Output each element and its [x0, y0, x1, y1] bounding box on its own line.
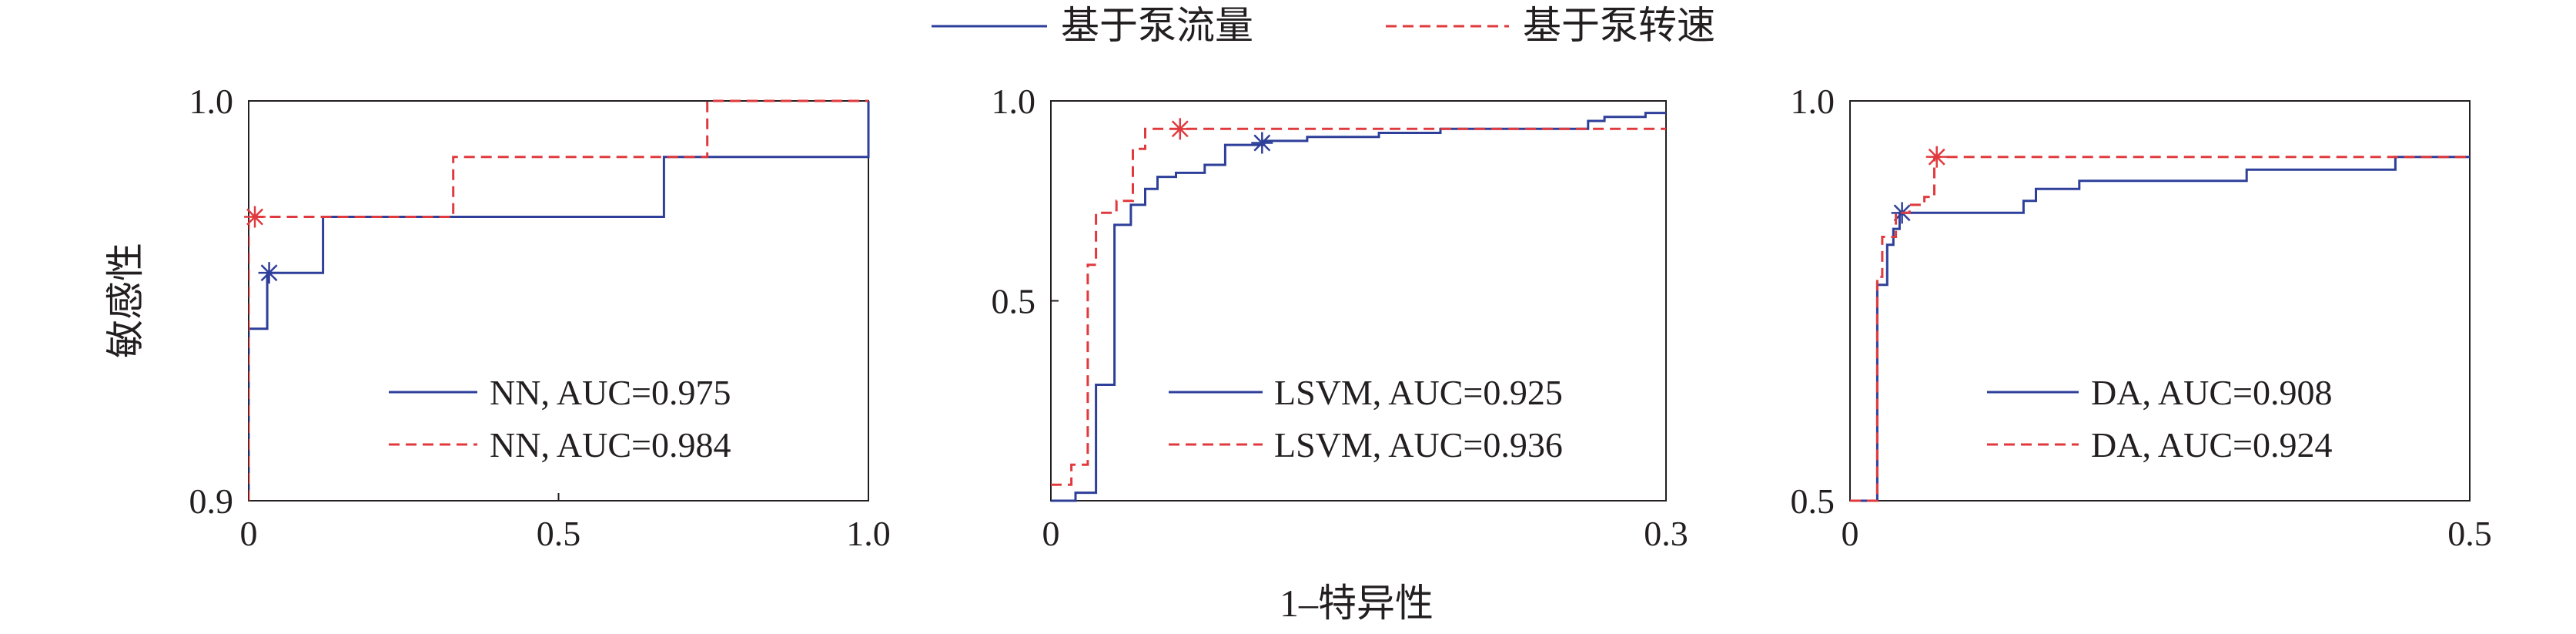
y-tick-label: 1.0	[189, 82, 234, 121]
x-tick-label: 0	[1842, 514, 1859, 553]
x-tick-label: 0.3	[1644, 514, 1688, 553]
y-tick-label: 0.5	[1791, 481, 1835, 521]
roc-curve-series-1	[1051, 112, 1666, 502]
roc-curve-series-2	[1051, 127, 1666, 486]
x-tick-label: 1.0	[846, 514, 891, 553]
x-axis-label: 1–特异性	[1280, 582, 1434, 625]
roc-curve-series-1	[249, 101, 870, 501]
x-tick-label: 0.5	[537, 514, 581, 553]
optimal-point-marker	[1251, 132, 1273, 154]
inner-legend-label: LSVM, AUC=0.925	[1274, 373, 1563, 412]
inner-legend-label: DA, AUC=0.908	[2091, 373, 2332, 412]
inner-legend-label: NN, AUC=0.975	[490, 373, 731, 412]
y-axis-label: 敏感性	[104, 243, 147, 358]
chart-panel-1: 0 0.5 1.0 0.9 1.0 NN, AUC=0.975 NN, AUC=0.984	[189, 82, 891, 553]
plot-frame	[1849, 100, 2471, 501]
inner-legend-label: LSVM, AUC=0.936	[1274, 425, 1563, 465]
roc-curve-series-1	[1850, 156, 2470, 502]
y-tick-label: 1.0	[992, 82, 1036, 121]
optimal-point-marker	[258, 262, 280, 284]
x-tick-label: 0	[240, 514, 258, 553]
optimal-point-marker	[1925, 146, 1948, 168]
x-tick-label: 0.5	[2447, 514, 2492, 553]
chart-panel-2: 0 0.3 0.5 1.0 LSVM, AUC=0.925 LSVM, AUC=0.936	[992, 82, 1688, 553]
x-tick-label: 0	[1042, 514, 1060, 553]
top-legend: 基于泵流量 基于泵转速	[932, 4, 1715, 47]
y-tick-label: 1.0	[1791, 82, 1835, 121]
legend-label-2: 基于泵转速	[1523, 4, 1715, 47]
y-tick-label: 0.9	[189, 481, 234, 521]
inner-legend-label: NN, AUC=0.984	[490, 425, 731, 465]
y-tick-label: 0.5	[992, 282, 1036, 321]
roc-curve-series-2	[249, 99, 868, 501]
optimal-point-marker	[1169, 118, 1191, 140]
optimal-point-marker	[244, 206, 266, 228]
inner-legend-label: DA, AUC=0.924	[2091, 425, 2332, 465]
legend-label-1: 基于泵流量	[1061, 4, 1253, 47]
roc-curve-series-2	[1850, 156, 2470, 502]
